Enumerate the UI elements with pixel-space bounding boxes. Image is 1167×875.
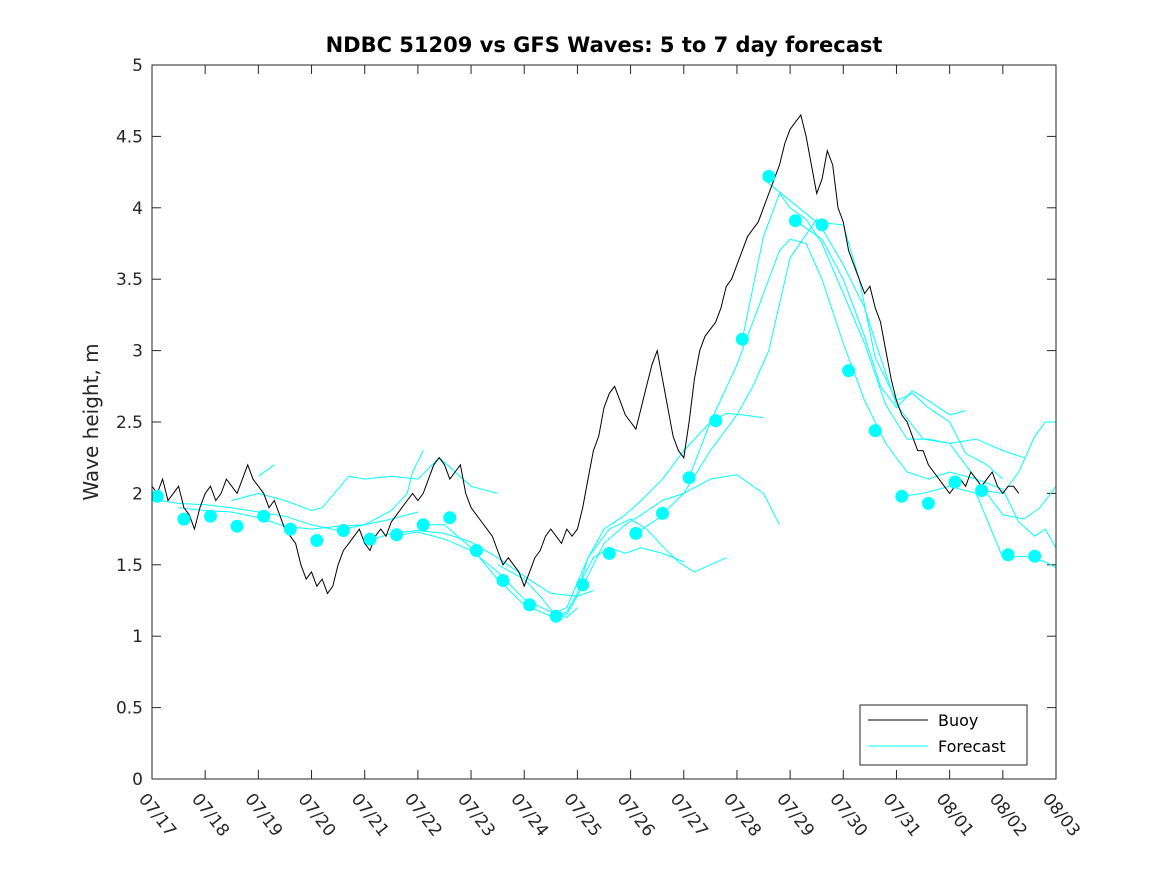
- legend-buoy-label: Buoy: [938, 711, 978, 730]
- forecast-run-line: [178, 450, 424, 530]
- forecast-run-line: [576, 547, 684, 588]
- forecast-point: [895, 489, 909, 503]
- legend-forecast-label: Forecast: [938, 737, 1006, 756]
- forecast-run-line: [152, 498, 419, 532]
- forecast-point: [682, 471, 696, 485]
- x-tick-label: 07/17: [134, 790, 180, 841]
- forecast-point: [629, 526, 643, 540]
- x-tick-label: 07/20: [294, 790, 340, 841]
- forecast-run-line: [231, 457, 498, 512]
- y-tick-label: 4: [132, 199, 143, 219]
- forecast-run-line: [635, 218, 1025, 534]
- y-axis-label: Wave height, m: [79, 343, 103, 500]
- forecast-point: [788, 214, 802, 228]
- forecast-point: [762, 169, 776, 183]
- y-tick-label: 3.5: [116, 270, 143, 290]
- forecast-point: [204, 509, 217, 523]
- y-tick-label: 1: [132, 627, 143, 647]
- x-tick-label: 07/31: [879, 790, 925, 841]
- chart-title: NDBC 51209 vs GFS Waves: 5 to 7 day fore…: [326, 33, 883, 57]
- y-ticks: 0 0.5 1 1.5 2 2.5 3 3.5 4 4.5 5: [116, 56, 1056, 790]
- forecast-point: [496, 574, 510, 587]
- y-tick-label: 2: [132, 484, 143, 504]
- forecast-point: [576, 578, 590, 592]
- x-tick-label: 08/01: [932, 790, 978, 841]
- x-tick-label: 07/23: [453, 790, 499, 841]
- y-tick-label: 2.5: [116, 413, 143, 433]
- y-tick-label: 3: [132, 342, 143, 362]
- forecast-point: [868, 424, 882, 438]
- forecast-point: [1001, 548, 1015, 562]
- forecast-point: [310, 534, 324, 547]
- y-tick-label: 1.5: [116, 556, 143, 576]
- forecast-run-line: [417, 474, 780, 617]
- plot-frame: [151, 64, 1057, 780]
- forecast-point: [416, 518, 430, 532]
- x-tick-label: 08/03: [1038, 790, 1084, 841]
- x-tick-label: 07/27: [666, 790, 712, 841]
- forecast-run-line: [741, 192, 1056, 520]
- series-layer: [152, 113, 1056, 623]
- forecast-point: [948, 475, 962, 489]
- x-tick-label: 07/25: [559, 790, 605, 841]
- forecast-point: [842, 364, 856, 378]
- forecast-point: [230, 519, 244, 533]
- forecast-run-line: [550, 518, 727, 616]
- forecast-point: [257, 509, 271, 523]
- x-tick-label: 07/26: [613, 790, 659, 841]
- forecast-point: [363, 532, 377, 546]
- forecast-point: [177, 512, 191, 526]
- forecast-point: [390, 528, 404, 542]
- forecast-point: [549, 609, 563, 623]
- forecast-run-line: [364, 529, 594, 597]
- forecast-run-line: [391, 531, 578, 619]
- x-tick-label: 07/21: [347, 790, 393, 841]
- forecast-point: [656, 506, 669, 520]
- forecast-point: [735, 332, 749, 346]
- forecast-point: [283, 522, 297, 536]
- forecast-point: [443, 511, 457, 525]
- x-tick-label: 08/02: [985, 790, 1031, 841]
- x-tick-label: 07/18: [187, 790, 233, 841]
- buoy-series-line: [152, 113, 1020, 595]
- forecast-point: [336, 524, 350, 537]
- y-tick-label: 4.5: [116, 127, 143, 147]
- forecast-run-line: [688, 238, 1056, 548]
- forecast-run-line: [795, 220, 966, 416]
- y-tick-label: 0: [132, 770, 143, 790]
- forecast-point: [815, 218, 829, 232]
- x-tick-label: 07/29: [772, 790, 818, 841]
- legend: Buoy Forecast: [859, 704, 1028, 766]
- forecast-run-line: [258, 464, 275, 477]
- forecast-point: [602, 546, 616, 560]
- forecast-run-line: [901, 485, 1056, 569]
- forecast-run-line: [497, 412, 764, 617]
- forecast-point: [709, 414, 723, 428]
- y-tick-label: 5: [132, 56, 143, 76]
- forecast-point: [152, 489, 164, 503]
- forecast-point: [1028, 549, 1042, 563]
- x-tick-label: 07/22: [400, 790, 446, 841]
- x-tick-label: 07/28: [719, 790, 765, 841]
- x-tick-label: 07/19: [240, 790, 286, 841]
- y-tick-label: 0.5: [116, 699, 143, 719]
- forecast-point: [975, 484, 989, 497]
- forecast-point: [469, 544, 483, 557]
- legend-box: [859, 704, 1028, 766]
- x-tick-label: 07/24: [506, 790, 552, 841]
- x-tick-label: 07/30: [825, 790, 871, 841]
- forecast-run-line: [981, 421, 1056, 494]
- forecast-point: [921, 496, 935, 510]
- forecast-point: [523, 598, 537, 612]
